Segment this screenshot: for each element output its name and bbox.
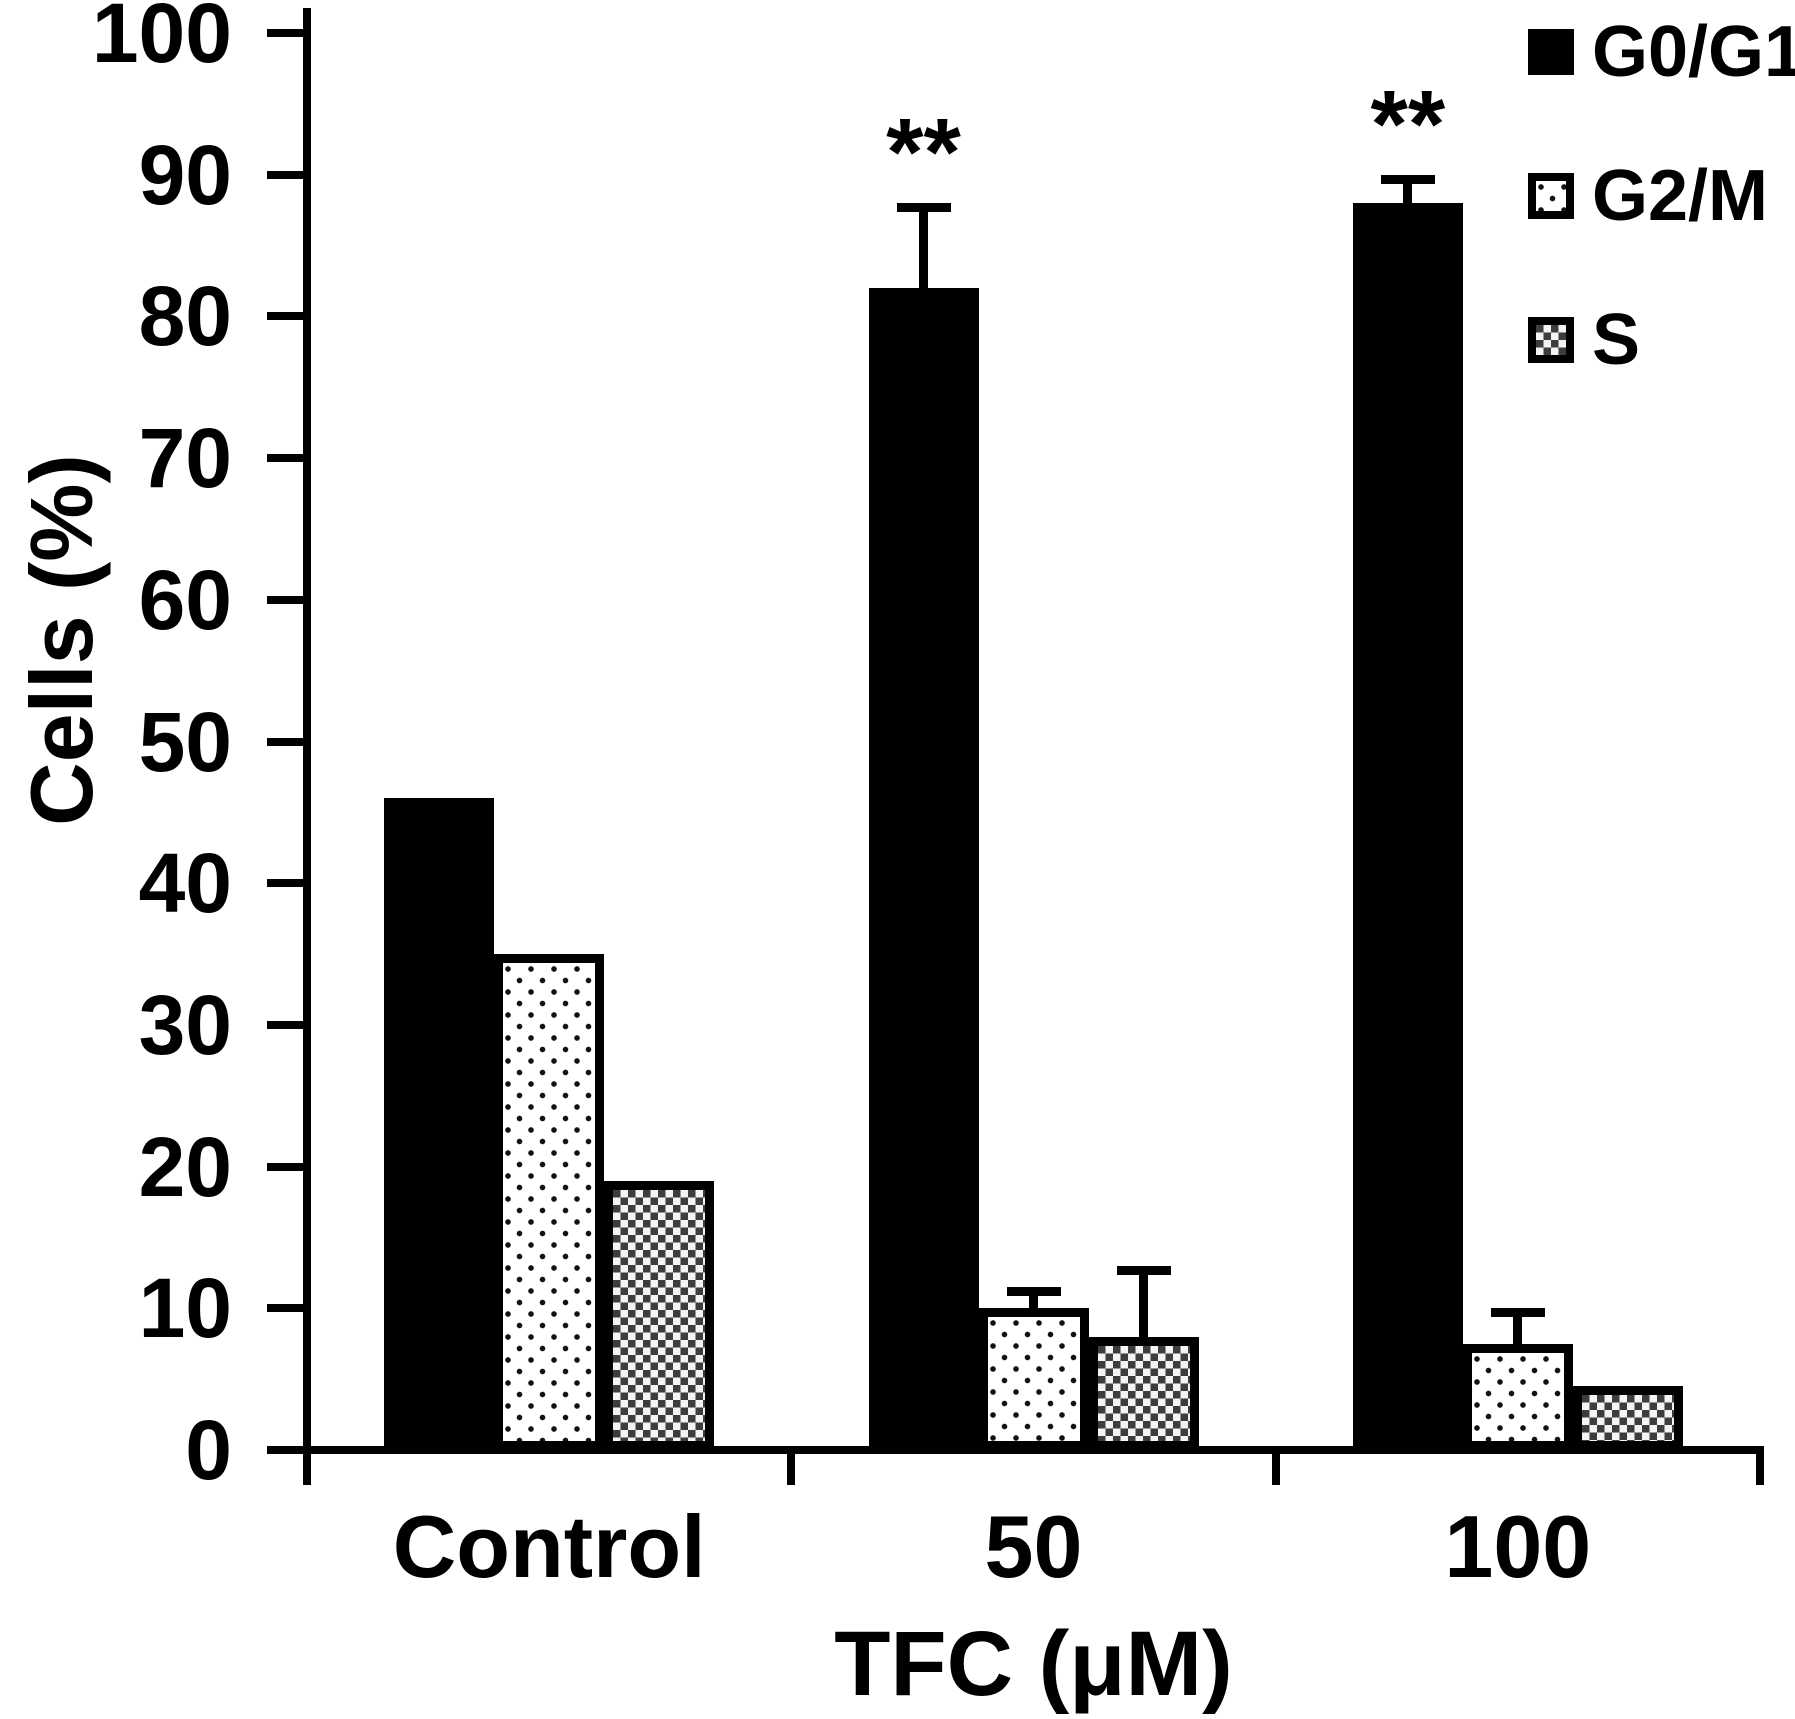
bar-fill-dark-checker — [1572, 1386, 1683, 1450]
bar-fill-solid-black — [1352, 203, 1463, 1450]
legend-swatch-s-checker — [1528, 317, 1574, 363]
y-tick-40 — [267, 879, 311, 888]
bar-g0-g1-100: ** — [1352, 76, 1463, 1450]
bar-g2-m-control — [494, 954, 605, 1450]
error-bar-stem — [1029, 1287, 1038, 1311]
bar-group-100: ** — [1352, 76, 1683, 1450]
plot-area: 0 10 20 30 40 50 60 70 80 90 100 Control 50 ** 100 ** — [92, 0, 1764, 1596]
y-tick-50 — [267, 737, 311, 746]
bar-s-100 — [1572, 1386, 1683, 1450]
y-tick-30 — [267, 1020, 311, 1029]
legend-swatch-g2-m-dotted — [1528, 173, 1574, 219]
bar-fill-white-dotted — [494, 954, 605, 1450]
bar-fill-white-dotted — [978, 1308, 1089, 1450]
legend-swatch-g0-g1-solid — [1528, 29, 1574, 75]
legend-label-g0-g1: G0/G1 — [1592, 12, 1795, 92]
y-tick-80 — [267, 312, 311, 321]
y-tick-label-80: 80 — [138, 269, 232, 364]
error-bar-cap — [1490, 1308, 1545, 1318]
x-category-label-100: 100 — [1444, 1497, 1592, 1596]
y-axis-line — [303, 8, 311, 1458]
x-tick-3 — [1756, 1453, 1764, 1485]
bar-fill-solid-black — [384, 798, 495, 1450]
legend: G0/G1 G2/M S — [1528, 16, 1795, 448]
bar-group-control — [384, 798, 715, 1450]
x-axis-title: TFC (μM) — [834, 1613, 1233, 1715]
bar-fill-white-dotted — [1462, 1343, 1573, 1450]
error-bar-cap — [1380, 174, 1435, 184]
bar-s-50 — [1088, 1265, 1199, 1450]
error-bar-cap — [1116, 1265, 1171, 1275]
x-tick-2 — [1271, 1453, 1280, 1485]
y-tick-label-0: 0 — [185, 1403, 232, 1497]
y-tick-10 — [267, 1304, 311, 1313]
x-tick-1 — [787, 1453, 796, 1485]
y-tick-label-30: 30 — [138, 977, 232, 1072]
error-bar-stem — [1403, 174, 1413, 206]
x-axis-line — [303, 1446, 1764, 1454]
error-bar-stem — [919, 203, 928, 291]
y-tick-label-50: 50 — [138, 694, 232, 789]
error-bar-stem — [1513, 1308, 1523, 1346]
y-tick-label-90: 90 — [138, 127, 232, 222]
bar-g2-m-50 — [978, 1287, 1089, 1450]
y-tick-label-40: 40 — [138, 836, 232, 931]
x-tick-0 — [303, 1453, 311, 1485]
bar-g0-g1-50: ** — [868, 104, 979, 1450]
bar-g2-m-100 — [1462, 1308, 1573, 1450]
y-tick-label-70: 70 — [138, 411, 232, 506]
y-tick-label-100: 100 — [91, 0, 232, 80]
y-tick-label-20: 20 — [138, 1119, 232, 1214]
bar-group-50: ** — [868, 104, 1199, 1450]
significance-marker: ** — [1370, 70, 1446, 178]
legend-item-s: S — [1528, 304, 1795, 376]
error-bar-cap — [1006, 1287, 1061, 1297]
bar-s-control — [604, 1180, 715, 1450]
error-bar-cap — [896, 203, 951, 213]
x-category-label-50: 50 — [984, 1497, 1083, 1596]
x-category-label-control: Control — [392, 1497, 706, 1596]
legend-item-g2-m: G2/M — [1528, 160, 1795, 232]
bar-g0-g1-control — [384, 798, 495, 1450]
legend-label-g2-m: G2/M — [1592, 156, 1769, 236]
bar-fill-solid-black — [868, 288, 979, 1450]
y-tick-100 — [267, 29, 311, 37]
y-tick-70 — [267, 454, 311, 463]
y-tick-label-10: 10 — [138, 1261, 232, 1356]
y-tick-0 — [267, 1446, 311, 1454]
y-tick-60 — [267, 595, 311, 604]
legend-label-s: S — [1592, 300, 1641, 380]
bar-fill-dark-checker — [604, 1180, 715, 1450]
bar-fill-dark-checker — [1088, 1336, 1199, 1450]
legend-item-g0-g1: G0/G1 — [1528, 16, 1795, 88]
error-bar-stem — [1139, 1265, 1148, 1339]
y-tick-90 — [267, 170, 311, 179]
y-tick-20 — [267, 1162, 311, 1171]
y-tick-label-60: 60 — [138, 552, 232, 647]
significance-marker: ** — [886, 98, 961, 206]
